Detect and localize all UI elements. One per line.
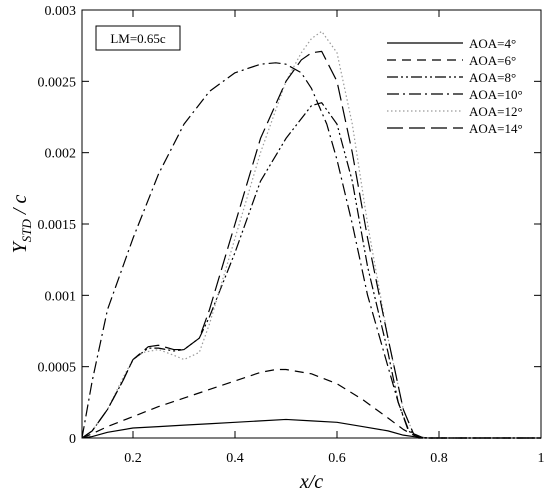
x-tick-label: 1 (538, 451, 545, 466)
series-line-2 (81, 368, 541, 439)
legend-label-6: AOA=14° (469, 121, 523, 136)
legend-label-4: AOA=10° (469, 87, 523, 102)
y-tick-label: 0.002 (45, 147, 77, 162)
annotation-box (95, 25, 181, 51)
series-line-6 (81, 50, 541, 439)
x-axis-title: x/c (299, 471, 323, 493)
annotation-label: LM=0.65c (110, 31, 166, 46)
legend-label-3: AOA=8° (469, 70, 516, 85)
y-axis-title: YSTD / c (9, 195, 34, 254)
series-line-5 (81, 30, 541, 439)
y-tick-label: 0.0025 (38, 75, 77, 90)
x-tick-label: 0.8 (430, 451, 448, 466)
y-tick-label: 0.0005 (38, 361, 77, 376)
y-tick-label: 0.001 (45, 289, 77, 304)
legend-label-1: AOA=4° (469, 36, 516, 51)
legend-label-5: AOA=12° (469, 104, 523, 119)
x-tick-label: 0.6 (328, 451, 346, 466)
x-tick-label: 0.4 (226, 451, 244, 466)
series-line-3 (81, 102, 541, 439)
x-tick-label: 0.2 (124, 451, 142, 466)
series-line-1 (81, 418, 541, 439)
y-tick-label: 0.0015 (38, 218, 77, 233)
legend-label-2: AOA=6° (469, 53, 516, 68)
y-tick-label: 0 (69, 432, 76, 447)
y-tick-label: 0.003 (45, 4, 77, 19)
series-line-4 (81, 62, 541, 439)
